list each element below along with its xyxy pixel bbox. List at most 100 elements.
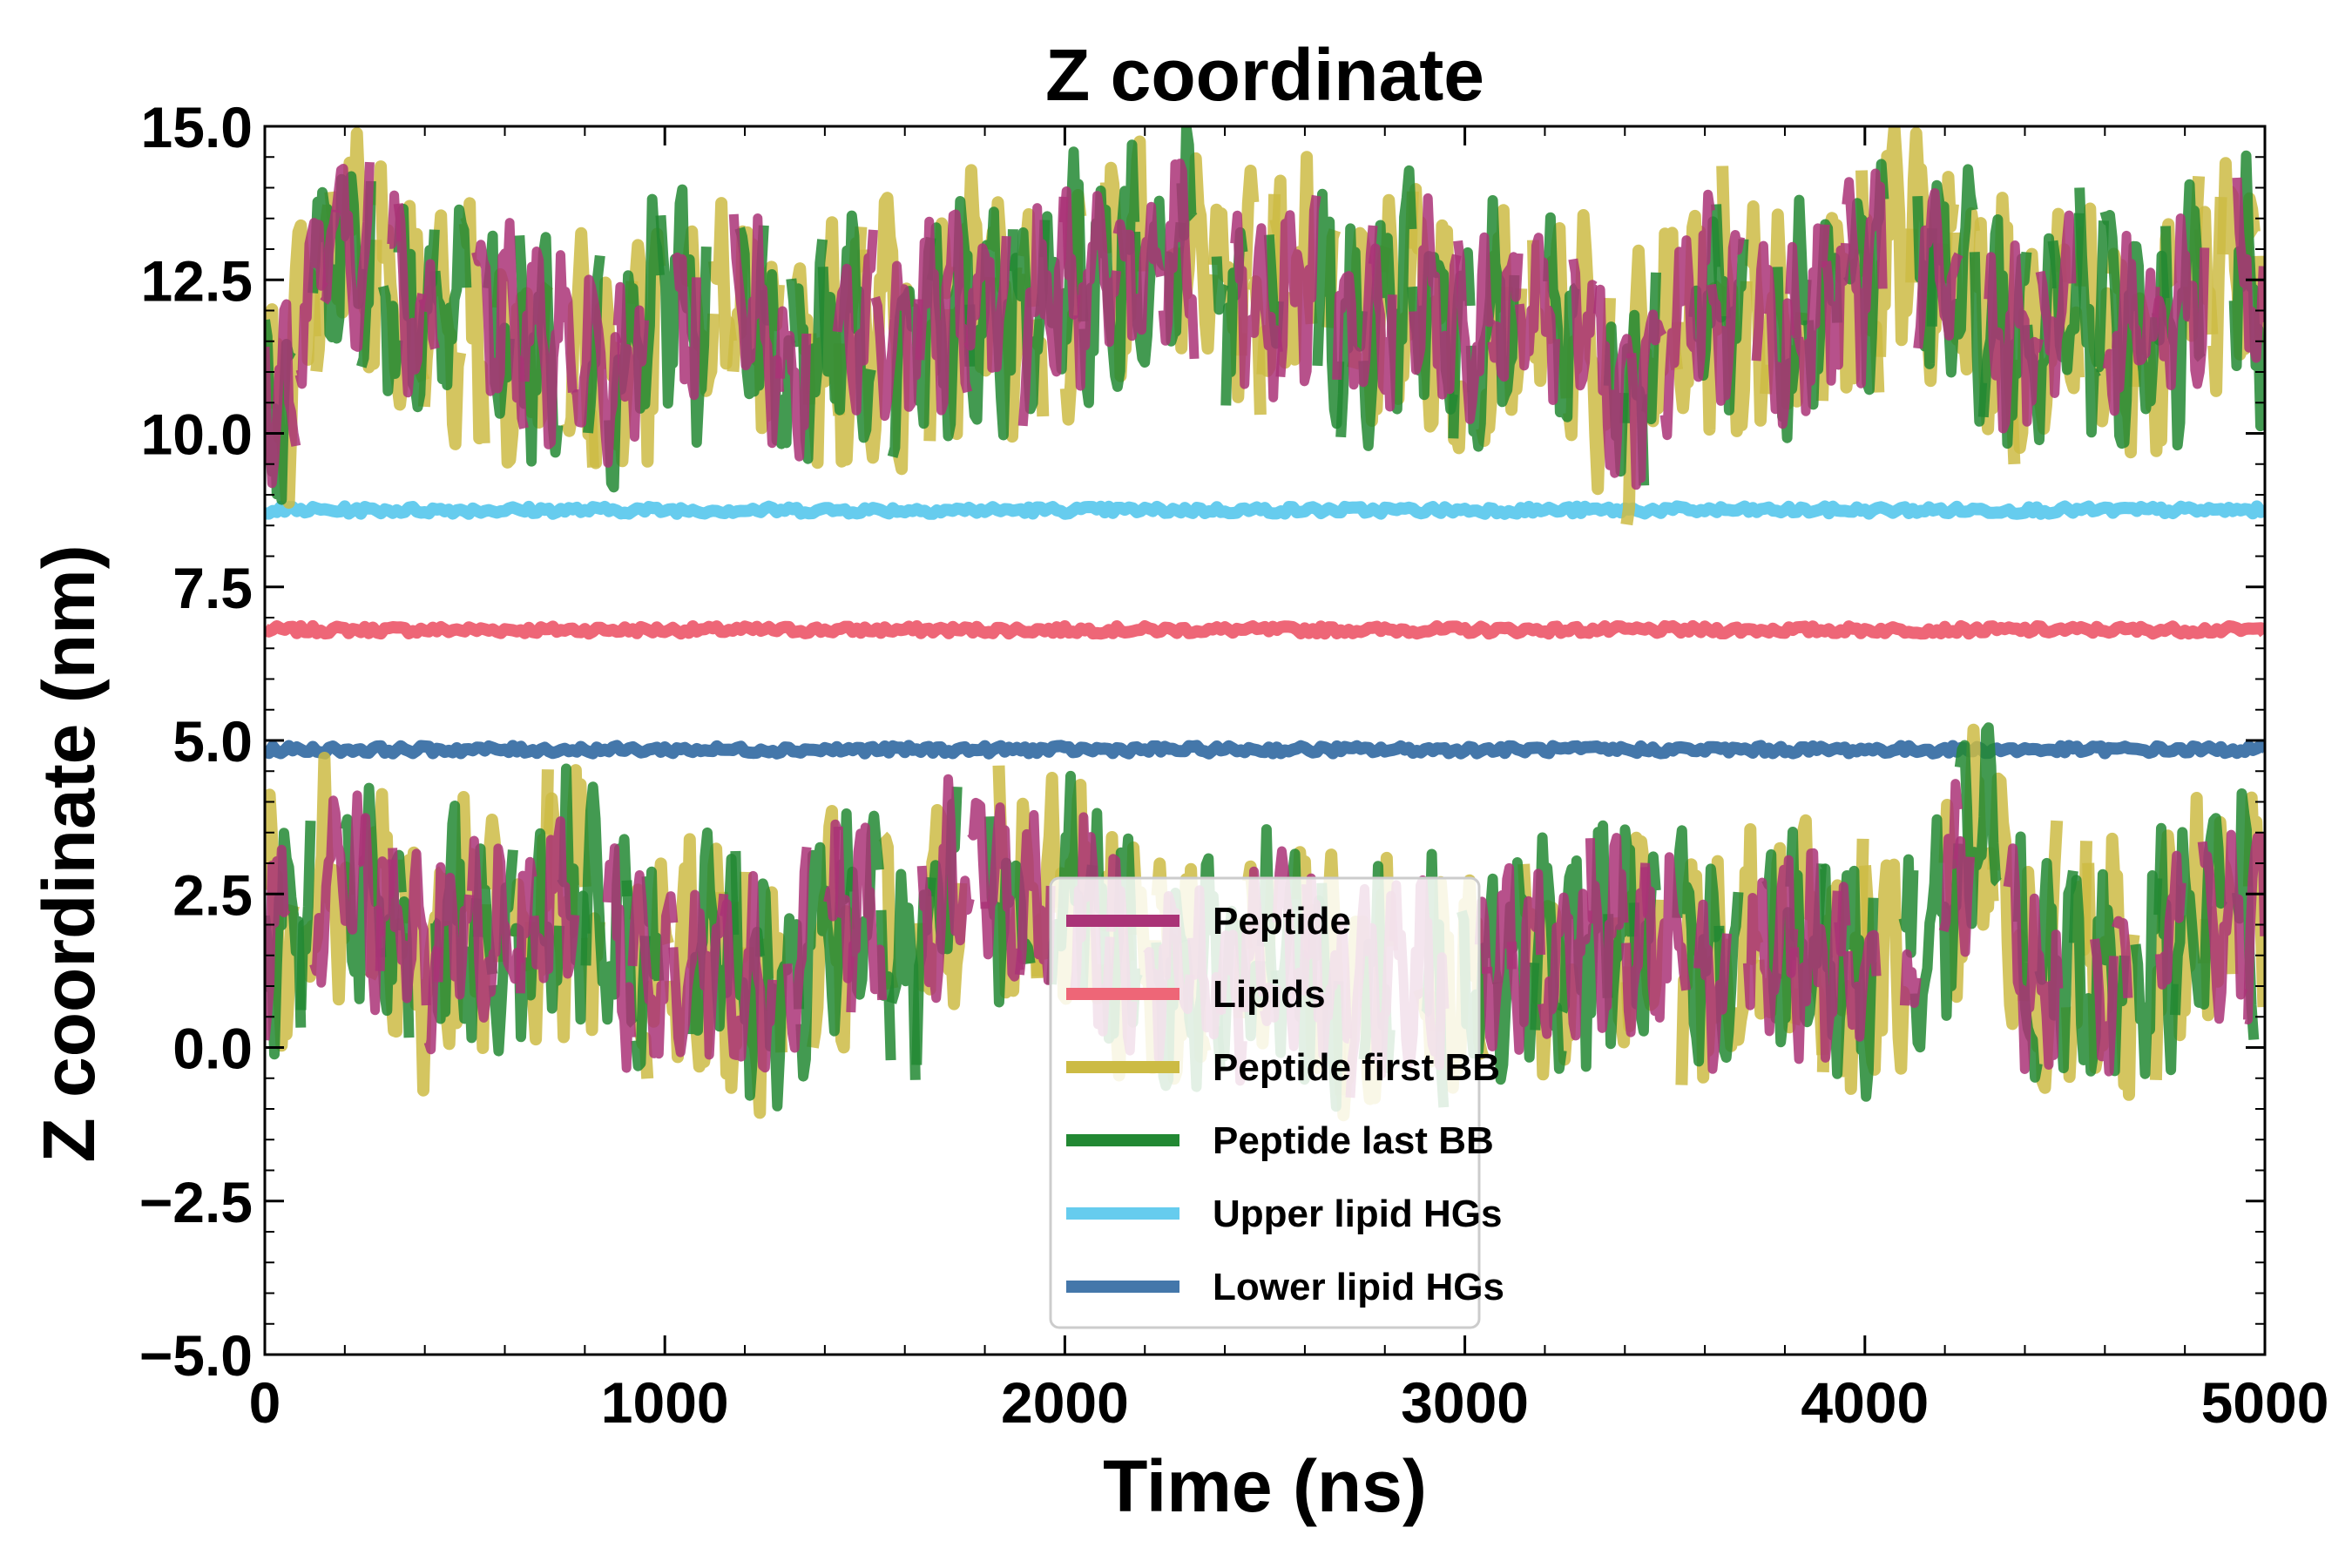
x-tick-label: 5000: [2201, 1370, 2329, 1435]
series-line-peptide: [671, 252, 701, 401]
series-line-peptide-last-bb: [2068, 868, 2130, 1077]
series-line-peptide: [1453, 232, 1496, 424]
y-tick-label: −5.0: [139, 1323, 253, 1388]
series-line-peptide: [832, 229, 878, 416]
series-line-peptide: [1621, 862, 1651, 1037]
series-line-peptide: [775, 306, 812, 462]
series-line-peptide: [1834, 882, 1851, 956]
series-line-peptide: [2003, 843, 2064, 1074]
y-tick-label: −2.5: [139, 1170, 253, 1234]
series-line-peptide: [2243, 832, 2265, 1024]
series-line-peptide: [571, 274, 623, 468]
series-line-peptide: [1014, 809, 1056, 985]
series-line-peptide-last-bb: [964, 206, 1018, 441]
series-line-peptide-last-bb: [2130, 870, 2163, 1079]
series-line-peptide: [2152, 213, 2210, 390]
series-line-peptide: [1842, 929, 1882, 1042]
series-line-peptide-last-bb: [755, 878, 805, 1112]
series-line-peptide: [1913, 188, 1963, 349]
x-tick-label: 0: [249, 1370, 281, 1435]
series-line-peptide-last-bb: [655, 184, 712, 448]
series-line-peptide: [2090, 938, 2119, 1077]
legend-label: Lipids: [1213, 973, 1326, 1016]
x-tick-label: 4000: [1801, 1370, 1929, 1435]
y-tick-label: 2.5: [172, 862, 253, 927]
series-line-peptide: [1073, 191, 1122, 391]
series-line-peptide: [870, 260, 923, 422]
series-line-peptide-last-bb: [430, 801, 482, 1044]
series-line-peptide: [1230, 210, 1283, 402]
series-line-peptide-last-bb: [488, 849, 518, 1057]
series-line-peptide: [1626, 309, 1667, 490]
legend-box: [1049, 876, 1481, 1329]
series-line-lower-lipid-hgs: [265, 740, 2265, 760]
series-line-peptide-last-bb: [2153, 822, 2179, 1076]
legend-label: Upper lipid HGs: [1213, 1193, 1502, 1235]
series-line-peptide-last-bb: [1211, 256, 1229, 315]
y-axis-label: Z coordinate (nm): [28, 544, 110, 1162]
series-line-peptide: [823, 819, 842, 922]
series-line-peptide: [471, 218, 529, 429]
series-line-peptide-last-bb: [483, 230, 515, 419]
series-line-peptide-last-bb: [1713, 891, 1744, 1063]
series-line-peptide-last-bb: [1465, 195, 1520, 452]
series-line-peptide: [393, 203, 428, 398]
x-tick-label: 2000: [1001, 1370, 1129, 1435]
series-line-peptide: [1483, 862, 1517, 1051]
legend-label: Lower lipid HGs: [1213, 1266, 1504, 1308]
series-line-peptide: [1112, 201, 1166, 341]
series-line-peptide: [1592, 284, 1634, 478]
series-line-peptide: [2102, 230, 2160, 416]
series-line-peptide: [1507, 868, 1546, 1055]
series-line-peptide: [388, 848, 431, 1006]
series-line-peptide-last-bb: [1492, 857, 1540, 1085]
series-line-peptide: [916, 774, 975, 1004]
series-line-peptide-last-bb: [1954, 722, 2002, 929]
y-tick-label: 10.0: [141, 402, 253, 467]
series-line-peptide-last-bb: [295, 821, 316, 1010]
series-line-peptide: [2154, 850, 2186, 990]
series-line-peptide-last-bb: [886, 868, 921, 1080]
series-line-peptide: [602, 843, 637, 1073]
series-line-peptide: [1742, 855, 1799, 1037]
legend-label: Peptide last BB: [1213, 1119, 1494, 1162]
series-line-peptide-last-bb: [356, 180, 376, 368]
x-axis-label: Time (ns): [1103, 1445, 1427, 1527]
axis-ticks: 0 1000 2000 3000 4000 5000 −5.0 −2.5 0.0 2.5 5.0 7.…: [139, 95, 2329, 1435]
series-line-peptide-last-bb: [1335, 223, 1368, 438]
series-line-peptide: [467, 835, 525, 1023]
legend: Peptide Lipids Peptide first BB Peptide las…: [1049, 876, 1504, 1329]
series-line-peptide-last-bb: [580, 781, 632, 1025]
series-line-peptide-last-bb: [429, 204, 472, 391]
series-line-peptide: [1794, 223, 1830, 416]
series-line-peptide: [846, 822, 888, 1013]
series-line-peptide: [1953, 835, 1975, 957]
series-line-upper-lipid-hgs: [265, 500, 2265, 520]
series-line-peptide: [1640, 852, 1692, 1023]
y-tick-label: 12.5: [141, 248, 253, 313]
series-line-peptide: [1751, 240, 1795, 429]
series-line-peptide-last-bb: [887, 236, 936, 458]
series-line-peptide-last-bb: [2074, 187, 2101, 438]
series-line-peptide: [1899, 949, 1922, 1009]
series-line-peptide: [981, 802, 1024, 982]
series-line-lipids: [265, 619, 2265, 640]
series-line-peptide: [515, 856, 537, 994]
series-line-peptide: [265, 844, 291, 1041]
series-line-peptide: [612, 281, 649, 443]
series-line-peptide: [668, 889, 729, 1060]
series-line-peptide: [1785, 241, 1802, 339]
series-line-peptide-first-bb: [806, 805, 855, 1054]
series-line-peptide: [1938, 779, 1963, 933]
series-line-peptide-last-bb: [1672, 825, 1724, 1067]
series-line-peptide: [1474, 896, 1492, 974]
series-line-peptide-first-bb: [857, 192, 916, 476]
series-line-peptide-last-bb: [1557, 820, 1613, 1072]
series-line-peptide: [1409, 193, 1462, 400]
series-line-peptide: [1017, 196, 1069, 427]
series-line-peptide-last-bb: [1909, 814, 1964, 1053]
y-tick-label: 7.5: [172, 556, 253, 620]
series-line-peptide: [1058, 186, 1081, 320]
x-tick-label: 3000: [1401, 1370, 1529, 1435]
